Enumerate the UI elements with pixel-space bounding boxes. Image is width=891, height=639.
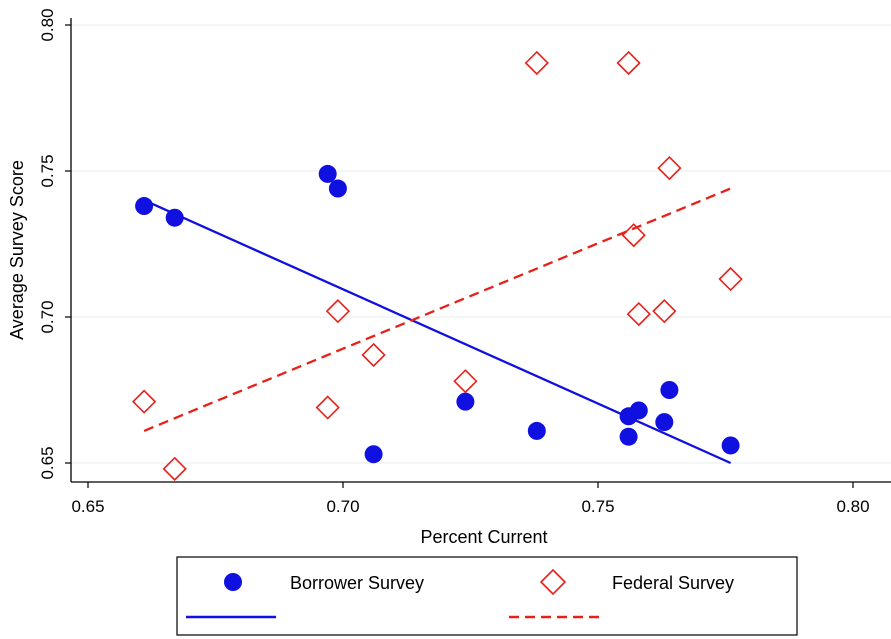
fit-line-borrower <box>143 199 732 465</box>
legend-federal-label: Federal Survey <box>612 573 734 593</box>
borrower-point <box>527 421 546 440</box>
federal-point <box>162 456 187 481</box>
borrower-point <box>660 381 679 399</box>
grid-lines <box>71 24 891 464</box>
borrower-point <box>619 427 638 446</box>
legend-box <box>176 556 798 636</box>
federal-point <box>718 266 743 292</box>
legend-federal-marker <box>539 568 567 596</box>
fit-lines <box>143 187 732 465</box>
borrower-point <box>364 445 383 464</box>
borrower-point <box>655 413 674 432</box>
borrower-point <box>456 392 475 411</box>
federal-point <box>621 223 646 248</box>
federal-point <box>361 342 386 368</box>
federal-point <box>626 301 651 327</box>
federal-point <box>315 395 340 420</box>
borrower-point <box>135 197 154 216</box>
y-tick-label: 0.75 <box>38 154 57 187</box>
x-tick-label: 0.65 <box>71 497 104 516</box>
y-axis-title: Average Survey Score <box>7 160 27 340</box>
fit-line-federal <box>143 187 732 432</box>
federal-point <box>652 299 677 324</box>
federal-point <box>524 50 549 76</box>
federal-point <box>616 50 641 76</box>
federal-point <box>325 299 351 324</box>
federal-point <box>131 389 157 414</box>
legend-borrower-marker <box>224 573 242 591</box>
y-tick-label: 0.80 <box>38 8 57 41</box>
federal-point <box>453 369 478 394</box>
borrower-point <box>328 179 347 198</box>
x-tick-label: 0.80 <box>836 497 869 516</box>
y-tick-label: 0.70 <box>38 300 57 333</box>
borrower-point <box>318 164 337 183</box>
axes <box>70 18 891 483</box>
borrower-point <box>629 401 648 420</box>
x-tick-label: 0.70 <box>326 497 359 516</box>
y-tick-label: 0.65 <box>38 446 57 479</box>
legend-borrower-label: Borrower Survey <box>290 573 424 593</box>
borrower-point <box>721 436 740 455</box>
tick-marks: 0.65 0.70 0.75 0.80 0.65 0.70 0.75 0.80 <box>38 8 870 516</box>
x-tick-label: 0.75 <box>581 497 614 516</box>
x-axis-title: Percent Current <box>420 527 547 547</box>
legend: Borrower Survey Federal Survey <box>176 556 798 636</box>
federal-point <box>657 155 682 181</box>
borrower-point <box>165 208 184 227</box>
data-points <box>131 50 743 481</box>
